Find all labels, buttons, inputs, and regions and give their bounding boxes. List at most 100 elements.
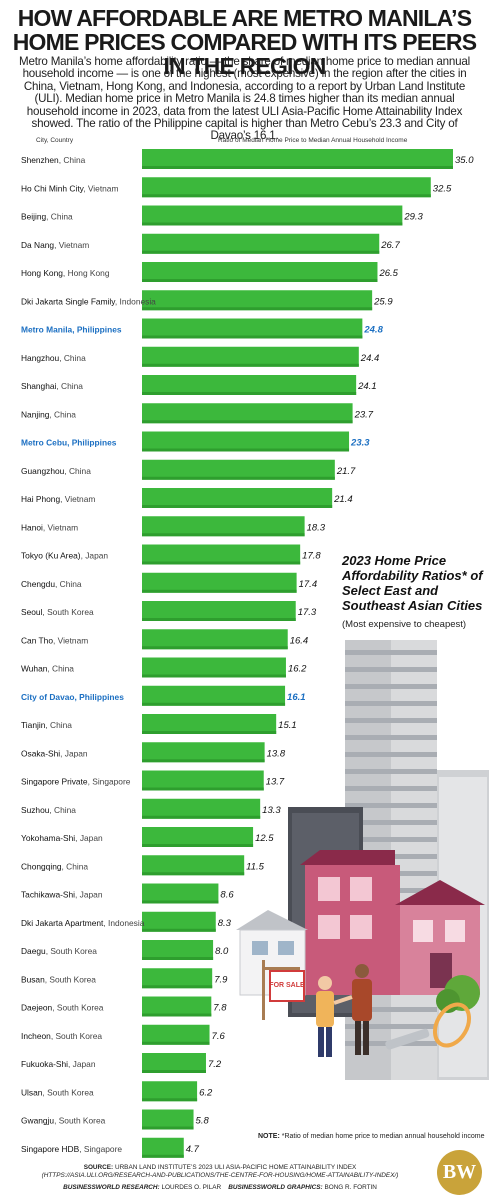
value-label: 35.0 [455, 155, 474, 166]
bar [142, 488, 333, 508]
bar-row: Can Tho, Vietnam 16.4 [21, 629, 308, 650]
credits: BUSINESSWORLD RESEARCH: LOURDES O. PILAR… [20, 1184, 420, 1191]
bar [142, 1053, 206, 1073]
bar-row: Osaka-Shi, Japan 13.8 [21, 742, 286, 763]
country-name: , Vietnam [43, 522, 78, 532]
city-name: Chengdu [21, 579, 55, 589]
value-label: 11.5 [246, 861, 265, 872]
inset-subtitle: (Most expensive to cheapest) [342, 619, 467, 630]
bar-row: Ulsan, South Korea 6.2 [21, 1081, 213, 1102]
bar-shadow [142, 420, 353, 424]
value-label: 16.2 [288, 664, 307, 675]
country-name: , South Korea [42, 607, 94, 617]
country-name: , Philippines [75, 692, 125, 702]
country-name: , Vietnam [60, 494, 95, 504]
value-label: 4.7 [186, 1144, 200, 1155]
bar [142, 262, 378, 282]
value-label: 8.3 [218, 918, 232, 929]
country-name: , South Korea [46, 946, 98, 956]
country-name: , Hong Kong [63, 268, 110, 278]
bar-shadow [142, 844, 254, 847]
bar-shadow [142, 900, 219, 904]
bar [142, 770, 264, 791]
bar [142, 714, 277, 734]
value-label: 17.8 [302, 551, 321, 562]
category-label: Gwangju, South Korea [21, 1116, 106, 1126]
city-name: Singapore Private [21, 777, 88, 787]
country-name: , China [55, 579, 82, 589]
value-label: 13.3 [262, 805, 281, 816]
country-name: , South Korea [54, 1116, 106, 1126]
bar [142, 375, 357, 395]
bar-row: Fukuoka-Shi, Japan 7.2 [21, 1053, 222, 1073]
value-label: 7.8 [213, 1003, 227, 1014]
column-header-city: City, Country [36, 137, 74, 144]
country-name: , Japan [81, 551, 109, 561]
category-label: Shenzhen, China [21, 155, 86, 165]
bar [142, 827, 254, 847]
value-label: 13.8 [267, 748, 286, 759]
footnote: NOTE: *Ratio of median home price to med… [258, 1133, 484, 1140]
value-label: 6.2 [199, 1087, 213, 1098]
value-label: 7.6 [212, 1031, 226, 1042]
category-label: Hanoi, Vietnam [21, 522, 78, 532]
source-text: URBAN LAND INSTITUTE’S 2023 ULI ASIA-PAC… [113, 1164, 357, 1171]
bar-row: Dki Jakarta Apartment, Indonesia 8.3 [21, 911, 232, 932]
bar-shadow [142, 250, 380, 254]
category-label: Singapore Private, Singapore [21, 777, 131, 787]
country-name: , Indonesia [103, 918, 144, 928]
bar-row: Singapore Private, Singapore 13.7 [21, 770, 285, 791]
city-name: Gwangju [21, 1116, 54, 1126]
bar-shadow [142, 674, 286, 678]
category-label: Guangzhou, China [21, 466, 91, 476]
category-label: Da Nang, Vietnam [21, 240, 89, 250]
bar [142, 233, 380, 254]
category-label: Hangzhou, China [21, 353, 86, 363]
bar [142, 742, 265, 763]
bar-shadow [142, 731, 277, 734]
value-label: 7.9 [214, 974, 228, 985]
bar [142, 996, 212, 1017]
value-label: 24.8 [363, 325, 383, 336]
country-name: , China [45, 720, 72, 730]
bar-shadow [142, 166, 453, 169]
category-label: Wuhan, China [21, 664, 74, 674]
city-name: Shanghai [21, 381, 57, 391]
research-label: BUSINESSWORLD RESEARCH: [63, 1184, 160, 1191]
country-name: , China [59, 155, 86, 165]
page-subtitle: Metro Manila’s home affordability ratio … [19, 55, 470, 143]
category-label: Chongqing, China [21, 861, 88, 871]
city-name: Guangzhou [21, 466, 65, 476]
bar-row: Incheon, South Korea 7.6 [21, 1024, 226, 1045]
category-label: Osaka-Shi, Japan [21, 748, 88, 758]
value-label: 23.3 [350, 438, 370, 449]
value-label: 5.8 [196, 1116, 210, 1127]
category-label: Dki Jakarta Single Family, Indonesia [21, 296, 156, 306]
bar [142, 346, 359, 367]
bar-shadow [142, 646, 288, 650]
value-label: 7.2 [208, 1059, 222, 1070]
value-label: 24.4 [360, 353, 380, 364]
country-name: , Vietnam [83, 183, 118, 193]
bar-shadow [142, 1154, 184, 1158]
bar-shadow [142, 194, 431, 198]
city-name: Fukuoka-Shi [21, 1059, 68, 1069]
bar-row: Metro Cebu, Philippines 23.3 [21, 431, 370, 452]
value-label: 25.9 [373, 296, 393, 307]
value-label: 15.1 [278, 720, 297, 731]
bar [142, 657, 286, 678]
bar [142, 1081, 198, 1102]
value-label: 26.5 [378, 268, 398, 279]
country-name: , Vietnam [54, 240, 89, 250]
bar-row: Daegu, South Korea 8.0 [21, 940, 229, 960]
country-name: , Singapore [88, 777, 131, 787]
city-illustration: FOR SALE [236, 640, 489, 1080]
value-label: 26.7 [380, 240, 400, 251]
source-block: SOURCE: URBAN LAND INSTITUTE’S 2023 ULI … [20, 1164, 420, 1180]
country-name: , Japan [68, 1059, 96, 1069]
category-label: Busan, South Korea [21, 974, 96, 984]
for-sale-sign: FOR SALE [262, 960, 305, 1020]
city-name: Tachikawa-Shi [21, 890, 75, 900]
bar-shadow [142, 561, 301, 565]
category-label: Tachikawa-Shi, Japan [21, 890, 103, 900]
